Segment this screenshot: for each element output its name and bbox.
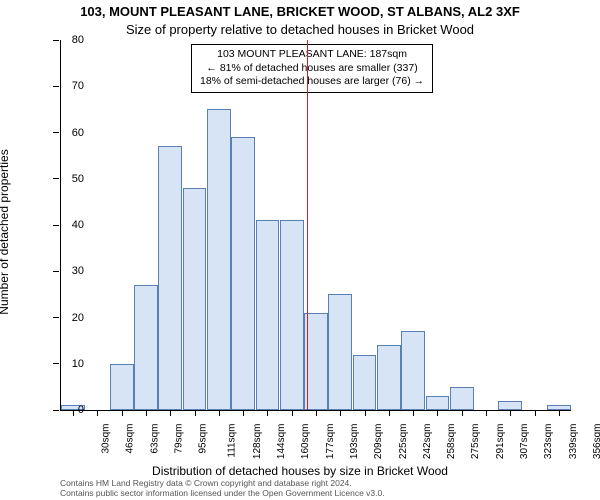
x-tick-label: 258sqm (446, 424, 457, 460)
y-tick-label: 10 (54, 358, 84, 370)
y-tick-label: 60 (54, 127, 84, 139)
x-tick (462, 410, 463, 416)
annotation-line2: ← 81% of detached houses are smaller (33… (200, 62, 424, 76)
histogram-bar (158, 146, 182, 410)
x-tick (316, 410, 317, 416)
y-tick-label: 20 (54, 312, 84, 324)
histogram-bar (134, 285, 158, 410)
x-tick (219, 410, 220, 416)
x-tick (146, 410, 147, 416)
chart-container: 103, MOUNT PLEASANT LANE, BRICKET WOOD, … (0, 0, 600, 500)
x-tick (437, 410, 438, 416)
plot-area: 103 MOUNT PLEASANT LANE: 187sqm ← 81% of… (60, 40, 571, 411)
x-tick (122, 410, 123, 416)
x-tick (365, 410, 366, 416)
annotation-line1: 103 MOUNT PLEASANT LANE: 187sqm (200, 48, 424, 62)
x-tick-label: 160sqm (301, 424, 312, 460)
x-tick (170, 410, 171, 416)
x-tick-label: 291sqm (495, 424, 506, 460)
x-tick-label: 111sqm (226, 424, 237, 458)
x-tick (292, 410, 293, 416)
x-tick-label: 209sqm (373, 424, 384, 460)
chart-title-sub: Size of property relative to detached ho… (0, 22, 600, 37)
histogram-bar (328, 294, 352, 410)
x-tick-label: 193sqm (349, 424, 360, 460)
x-tick-label: 323sqm (543, 424, 554, 460)
histogram-bar (110, 364, 134, 410)
histogram-bar (183, 188, 207, 410)
annotation-box: 103 MOUNT PLEASANT LANE: 187sqm ← 81% of… (191, 44, 433, 93)
x-tick-label: 144sqm (276, 424, 287, 460)
histogram-bar (353, 355, 377, 411)
x-tick (97, 410, 98, 416)
x-tick (559, 410, 560, 416)
x-tick-label: 30sqm (101, 424, 112, 454)
y-tick-label: 80 (54, 34, 84, 46)
y-tick-label: 30 (54, 265, 84, 277)
x-tick-label: 339sqm (568, 424, 579, 460)
x-axis-title: Distribution of detached houses by size … (0, 464, 600, 478)
x-tick (195, 410, 196, 416)
x-tick-label: 356sqm (592, 424, 600, 460)
x-tick (510, 410, 511, 416)
x-tick-label: 177sqm (325, 424, 336, 460)
y-tick-label: 0 (54, 404, 84, 416)
x-tick-label: 225sqm (398, 424, 409, 460)
x-tick (535, 410, 536, 416)
x-tick (486, 410, 487, 416)
reference-line (307, 40, 308, 410)
histogram-bar (231, 137, 255, 410)
x-tick-label: 128sqm (252, 424, 263, 460)
y-tick-label: 50 (54, 173, 84, 185)
histogram-bar (450, 387, 474, 410)
x-tick-label: 95sqm (198, 424, 209, 454)
histogram-bar (498, 401, 522, 410)
annotation-line3: 18% of semi-detached houses are larger (… (200, 75, 424, 89)
histogram-bar (207, 109, 231, 410)
credits: Contains HM Land Registry data © Crown c… (60, 479, 385, 499)
credits-line2: Contains public sector information licen… (60, 489, 385, 499)
x-tick (267, 410, 268, 416)
x-tick-label: 63sqm (149, 424, 160, 454)
x-tick (243, 410, 244, 416)
y-tick-label: 70 (54, 80, 84, 92)
x-tick (340, 410, 341, 416)
x-tick-label: 242sqm (422, 424, 433, 460)
x-tick-label: 307sqm (519, 424, 530, 460)
x-tick (413, 410, 414, 416)
x-tick-label: 46sqm (125, 424, 136, 454)
histogram-bar (401, 331, 425, 410)
histogram-bar (426, 396, 450, 410)
histogram-bar (280, 220, 304, 410)
chart-title-main: 103, MOUNT PLEASANT LANE, BRICKET WOOD, … (0, 4, 600, 19)
x-tick (389, 410, 390, 416)
y-tick-label: 40 (54, 219, 84, 231)
histogram-bar (377, 345, 401, 410)
x-tick-label: 79sqm (174, 424, 185, 454)
histogram-bar (256, 220, 280, 410)
x-tick-label: 275sqm (471, 424, 482, 460)
